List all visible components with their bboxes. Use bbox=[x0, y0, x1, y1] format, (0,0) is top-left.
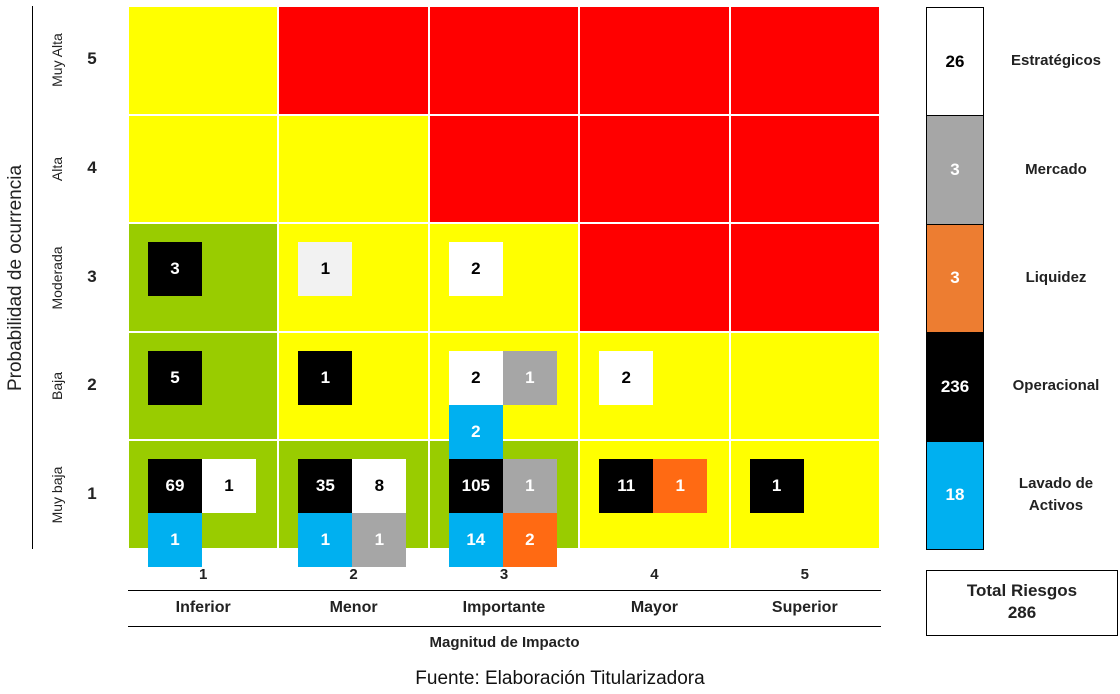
risk-count-estrategicos: 8 bbox=[352, 459, 407, 514]
column-number-4: 4 bbox=[650, 566, 659, 583]
matrix-cell-p5-i5 bbox=[729, 6, 880, 115]
matrix-cell-p4-i3 bbox=[428, 114, 580, 224]
row-number-1: 1 bbox=[87, 483, 97, 503]
column-number-2: 2 bbox=[349, 566, 358, 583]
risk-count-operacional: 5 bbox=[148, 350, 202, 405]
matrix-cell-p4-i2 bbox=[278, 114, 429, 224]
legend-swatch-mercado: 3 bbox=[926, 115, 984, 225]
column-number-3: 3 bbox=[499, 566, 509, 583]
risk-count-operacional: 1 bbox=[298, 350, 353, 405]
legend-label-mercado: Mercado bbox=[1025, 160, 1087, 178]
matrix-cell-p2-i4 bbox=[579, 331, 730, 441]
column-label-3: Importante bbox=[462, 599, 546, 616]
risk-count-estrategicos: 1 bbox=[298, 242, 353, 297]
risk-count-liquidez: 1 bbox=[653, 459, 708, 514]
y-axis-title-text: Probabilidad de ocurrencia bbox=[5, 164, 26, 392]
matrix-cell-p3-i4 bbox=[579, 223, 730, 332]
row-label-text: Alta bbox=[49, 156, 65, 181]
row-number-3: 3 bbox=[87, 266, 97, 286]
legend-label-lavado: Lavado de Activos bbox=[1018, 474, 1094, 514]
risk-count-operacional: 1 bbox=[749, 459, 804, 514]
risk-count-operacional: 35 bbox=[298, 459, 353, 514]
risk-count-estrategicos: 1 bbox=[202, 459, 256, 514]
matrix-cell-p2-i5 bbox=[729, 331, 880, 441]
risk-count-estrategicos: 2 bbox=[448, 242, 503, 297]
matrix-cell-p5-i1 bbox=[128, 6, 279, 115]
row-label-text: Moderada bbox=[49, 245, 65, 310]
risk-count-mercado: 1 bbox=[502, 350, 557, 405]
risk-count-operacional: 69 bbox=[148, 459, 202, 514]
risk-count-estrategicos: 2 bbox=[599, 350, 654, 405]
matrix-cell-p5-i2 bbox=[278, 6, 429, 115]
matrix-cell-p3-i5 bbox=[729, 223, 880, 332]
column-number-5: 5 bbox=[800, 566, 809, 583]
risk-count-operacional: 11 bbox=[599, 459, 654, 514]
column-label-1: Inferior bbox=[175, 599, 231, 616]
risk-count-operacional: 105 bbox=[448, 459, 503, 514]
risk-count-mercado: 1 bbox=[352, 513, 407, 568]
risk-count-lavado: 2 bbox=[448, 404, 503, 459]
column-number-1: 1 bbox=[199, 566, 208, 583]
row-number-2: 2 bbox=[87, 375, 97, 395]
legend-swatch-estrategicos: 26 bbox=[926, 7, 984, 117]
total-riesgos-label: Total Riesgos bbox=[966, 581, 1078, 600]
risk-count-mercado: 1 bbox=[502, 459, 557, 514]
risk-count-lavado: 1 bbox=[148, 513, 202, 568]
column-label-5: Superior bbox=[771, 599, 838, 616]
source-caption: Fuente: Elaboración Titularizadora bbox=[415, 668, 705, 689]
row-number-5: 5 bbox=[87, 49, 97, 69]
x-axis-line-bottom bbox=[128, 626, 881, 627]
risk-count-liquidez: 2 bbox=[502, 513, 557, 568]
risk-count-lavado: 1 bbox=[298, 513, 353, 568]
risk-count-operacional: 3 bbox=[148, 242, 202, 297]
legend-swatch-lavado: 18 bbox=[926, 440, 984, 550]
x-axis-title: Magnitud de Impacto bbox=[429, 634, 580, 651]
row-label-text: Muy baja bbox=[49, 466, 65, 524]
row-label-text: Muy Alta bbox=[49, 33, 65, 88]
matrix-cell-p5-i4 bbox=[579, 6, 730, 115]
risk-count-estrategicos: 2 bbox=[448, 350, 503, 405]
total-riesgos-value: 286 bbox=[1007, 603, 1037, 622]
column-label-2: Menor bbox=[329, 599, 378, 616]
x-axis-line-top bbox=[128, 590, 881, 591]
total-riesgos-box: Total Riesgos 286 bbox=[926, 570, 1118, 636]
legend-label-estrategicos: Estratégicos bbox=[1010, 52, 1102, 70]
matrix-cell-p4-i1 bbox=[128, 114, 279, 224]
legend-swatch-operacional: 236 bbox=[926, 332, 984, 442]
matrix-cell-p5-i3 bbox=[428, 6, 580, 115]
legend-swatch-liquidez: 3 bbox=[926, 223, 984, 334]
matrix-cell-p4-i5 bbox=[729, 114, 880, 224]
risk-count-lavado: 14 bbox=[448, 513, 503, 568]
y-axis-line bbox=[32, 6, 33, 549]
row-label-text: Baja bbox=[49, 372, 65, 401]
column-label-4: Mayor bbox=[630, 599, 678, 616]
matrix-cell-p4-i4 bbox=[579, 114, 730, 224]
row-number-4: 4 bbox=[87, 157, 97, 177]
legend-label-liquidez: Liquidez bbox=[1025, 269, 1087, 286]
legend-label-operacional: Operacional bbox=[1012, 377, 1100, 395]
